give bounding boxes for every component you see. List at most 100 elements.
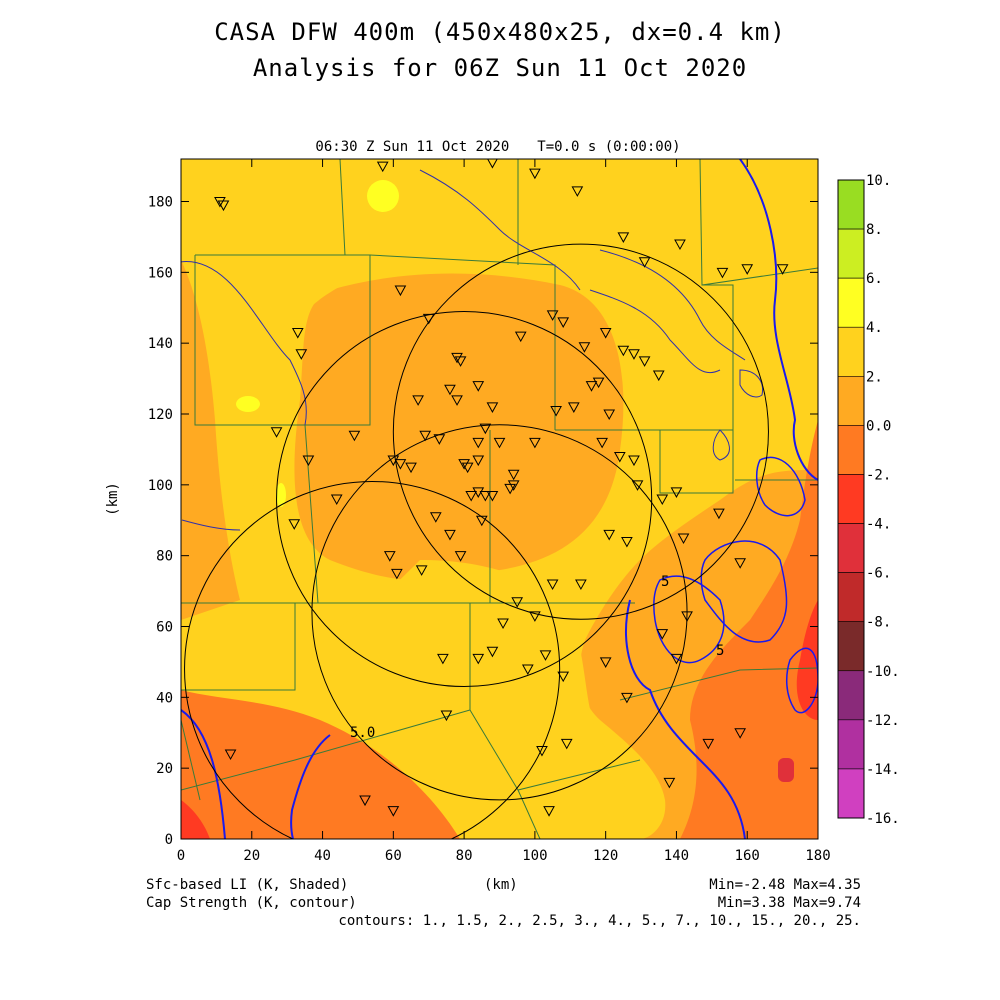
- station-marker: [663, 777, 676, 789]
- station-marker: [585, 381, 598, 392]
- station-marker: [224, 749, 237, 761]
- li-band-0-2-center: [294, 273, 624, 581]
- y-tick-label: 140: [148, 336, 173, 352]
- colorbar-label: -12.: [866, 713, 900, 729]
- station-marker: [359, 795, 371, 807]
- colorbar-label: 2.: [866, 369, 883, 385]
- station-marker: [560, 738, 573, 750]
- station-marker: [567, 402, 580, 413]
- station-marker: [433, 434, 446, 445]
- station-marker: [529, 611, 541, 622]
- station-marker: [656, 494, 669, 506]
- station-marker: [412, 395, 424, 406]
- station-marker: [638, 356, 651, 367]
- station-marker: [592, 377, 605, 389]
- station-marker: [451, 395, 463, 406]
- li-band-neg2-0-southwest: [181, 690, 460, 839]
- x-tick-label: 60: [385, 848, 402, 864]
- station-marker: [529, 437, 541, 449]
- station-marker: [217, 200, 230, 212]
- station-marker: [603, 409, 616, 421]
- colorbar: 10. 8. 6. 4. 2. 0.0 -2. -4. -6. -8. -10. -12. -14. -1…: [837, 173, 900, 827]
- x-tick-label: 100: [522, 848, 547, 864]
- station-marker: [716, 267, 729, 279]
- station-marker: [511, 597, 524, 608]
- colorbar-swatch: [837, 768, 865, 819]
- station-marker: [405, 462, 417, 474]
- contour-label-a: 5.0: [350, 725, 375, 741]
- station-marker: [330, 494, 343, 506]
- station-marker: [486, 646, 499, 658]
- station-marker: [741, 264, 754, 275]
- footer-contour-levels: contours: 1., 1.5, 2., 2.5, 3., 4., 5., …: [338, 913, 861, 929]
- colorbar-frame: [837, 179, 865, 819]
- station-marker: [486, 402, 499, 413]
- station-marker: [613, 452, 626, 463]
- y-tick-label: 40: [156, 690, 173, 706]
- station-marker: [444, 384, 456, 396]
- radar-range-ring: [184, 480, 561, 839]
- colorbar-label: -2.: [866, 467, 891, 483]
- colorbar-swatch: [837, 425, 865, 475]
- station-marker: [603, 529, 616, 541]
- colorbar-swatch: [837, 523, 865, 573]
- station-marker: [596, 437, 608, 449]
- x-tick-label: 160: [735, 848, 760, 864]
- colorbar-label: -8.: [866, 615, 891, 631]
- station-marker: [391, 568, 403, 580]
- colorbar-swatch: [837, 670, 865, 721]
- station-marker: [656, 629, 669, 640]
- y-tick-label: 0: [165, 832, 173, 848]
- station-marker: [713, 508, 725, 520]
- station-marker: [543, 806, 555, 817]
- li-pocket-west2: [276, 483, 286, 507]
- station-marker: [472, 653, 485, 665]
- station-marker: [458, 459, 470, 470]
- footer-contour-label: Cap Strength (K, contour): [146, 895, 357, 911]
- li-band-2-4-northwest: [181, 252, 380, 580]
- li-band-neg2-0-east: [680, 420, 818, 839]
- li-band-neg4-neg2-southeast: [796, 600, 818, 720]
- station-marker: [628, 455, 640, 467]
- station-marker: [575, 579, 587, 591]
- station-marker: [557, 317, 570, 328]
- station-marker: [383, 551, 396, 562]
- colorbar-swatch: [837, 621, 865, 672]
- footer-shaded-minmax: Min=-2.48 Max=4.35: [709, 877, 861, 893]
- station-marker: [295, 349, 308, 360]
- station-marker: [621, 692, 633, 704]
- station-marker: [291, 328, 304, 339]
- x-tick-label: 140: [664, 848, 689, 864]
- x-tick-label: 40: [314, 848, 331, 864]
- colorbar-label: -16.: [866, 811, 900, 827]
- station-marker: [734, 558, 746, 569]
- station-marker: [702, 738, 715, 750]
- station-marker: [454, 551, 467, 562]
- county-lines: [181, 159, 818, 839]
- y-tick-label: 20: [156, 761, 173, 777]
- colorbar-swatch: [837, 376, 865, 426]
- station-marker: [628, 349, 640, 360]
- station-marker: [677, 533, 690, 544]
- colorbar-label: -6.: [866, 566, 891, 582]
- station-marker: [472, 437, 485, 449]
- radar-range-ring: [276, 310, 653, 688]
- station-marker: [444, 529, 456, 541]
- station-marker: [631, 480, 644, 491]
- station-marker: [487, 159, 498, 169]
- station-marker: [376, 161, 389, 173]
- station-marker: [599, 328, 612, 339]
- station-marker: [288, 519, 301, 530]
- colorbar-label: 6.: [866, 271, 883, 287]
- colorbar-label: 4.: [866, 320, 883, 336]
- station-marker: [472, 455, 485, 467]
- y-tick-label: 80: [156, 549, 173, 565]
- colorbar-swatch: [837, 277, 865, 328]
- colorbar-label: 10.: [866, 173, 891, 189]
- station-marker: [270, 427, 283, 438]
- y-tick-label: 120: [148, 407, 173, 423]
- station-marker: [578, 342, 591, 353]
- station-marker: [621, 537, 633, 548]
- station-marker: [429, 512, 442, 523]
